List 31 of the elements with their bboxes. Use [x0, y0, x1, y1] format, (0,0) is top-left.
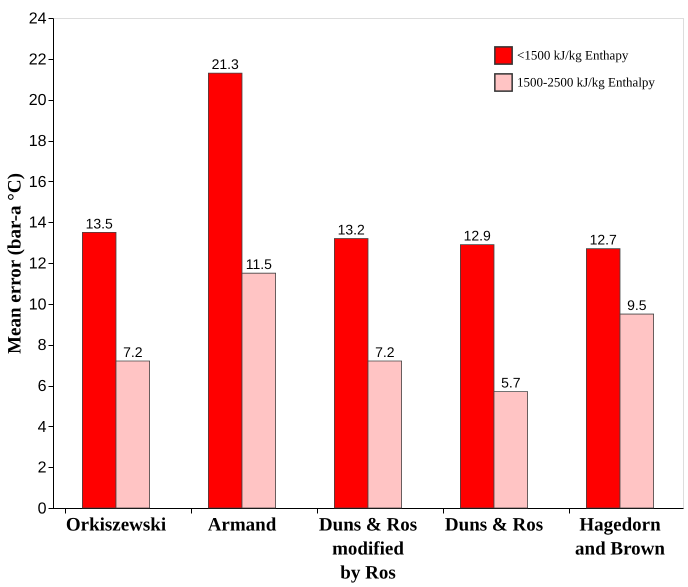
- y-tick-label: 0: [38, 500, 47, 518]
- data-label: 7.2: [123, 344, 143, 360]
- y-tick-label: 10: [28, 296, 47, 314]
- x-tick-label: Duns & Ros: [444, 514, 544, 536]
- y-tick-label: 22: [28, 51, 47, 68]
- legend-label: 1500-2500 kJ/kg Enthalpy: [517, 74, 656, 90]
- y-tick-label: 24: [28, 10, 47, 28]
- y-axis-title: Mean error (bar-a °C): [4, 173, 26, 354]
- data-label: 13.5: [86, 215, 114, 232]
- y-tick-label: 16: [28, 174, 47, 191]
- y-tick-label: 12: [28, 256, 47, 272]
- y-tick-label: 18: [28, 133, 47, 150]
- data-label: 12.7: [590, 232, 618, 248]
- y-tick-label: 2: [38, 460, 47, 477]
- x-tick-label: Duns & Ros modified by Ros: [318, 514, 418, 584]
- data-label: 21.3: [212, 56, 240, 72]
- y-tick-label: 6: [38, 378, 47, 395]
- y-tick-label: 8: [38, 337, 47, 354]
- y-tick-label: 20: [28, 92, 47, 110]
- data-label: 9.5: [627, 297, 647, 314]
- legend-label: <1500 kJ/kg Enthapy: [517, 48, 629, 62]
- data-label: 7.2: [375, 344, 395, 360]
- data-label: 12.9: [464, 228, 492, 244]
- x-tick-label: Armand: [208, 514, 277, 536]
- data-label: 11.5: [246, 256, 272, 272]
- data-label: 13.2: [338, 222, 366, 238]
- y-tick-label: 4: [38, 418, 47, 436]
- x-tick-label: Orkiszewski: [66, 514, 166, 536]
- data-label: 5.7: [501, 374, 521, 391]
- y-tick-label: 14: [28, 214, 47, 232]
- x-tick-label: Hagedorn and Brown: [575, 514, 666, 560]
